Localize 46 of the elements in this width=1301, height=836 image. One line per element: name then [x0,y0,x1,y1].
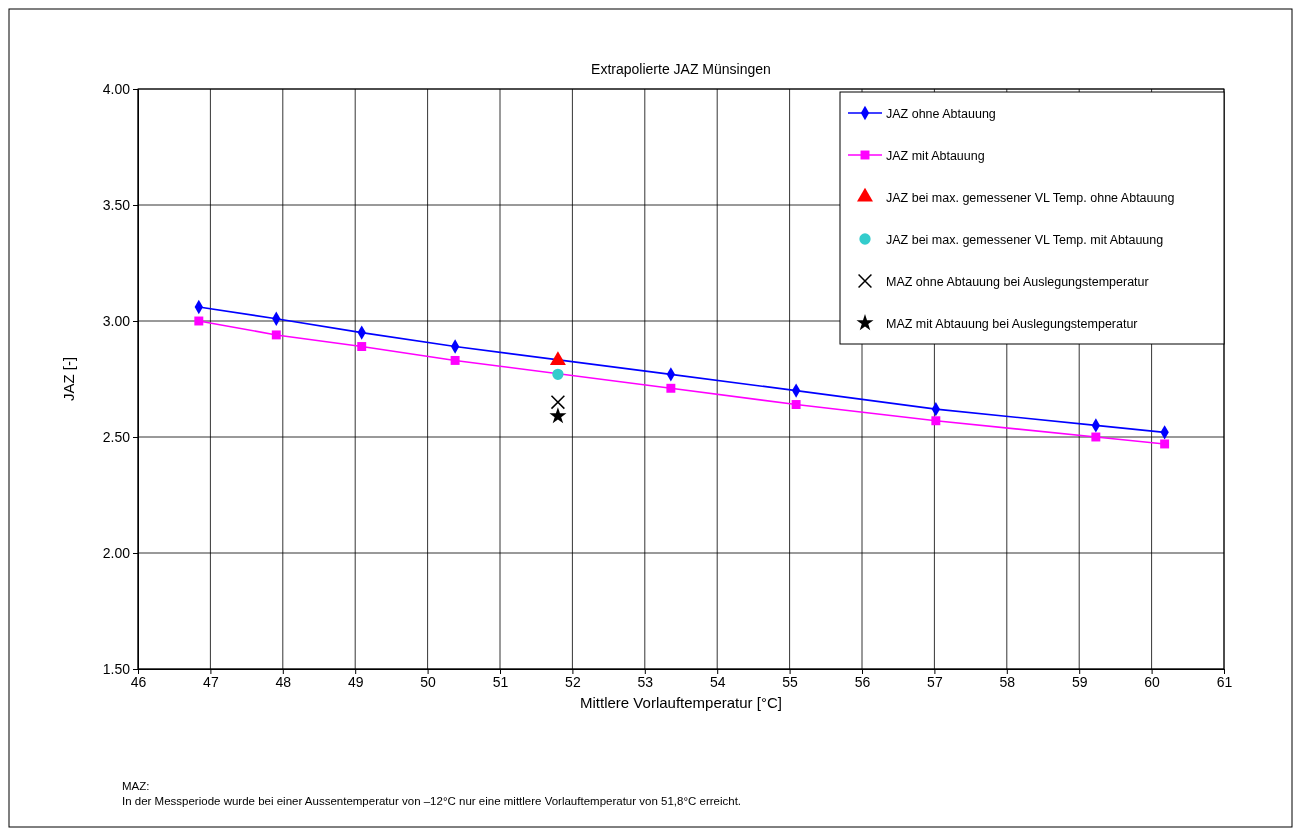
y-tick-label: 2.00 [102,544,131,561]
y-axis-title: JAZ [-] [60,356,77,402]
point [357,342,367,351]
legend-label: JAZ bei max. gemessener VL Temp. ohne Abtauung [886,191,1175,205]
x-tick-label: 56 [854,673,871,690]
y-tick-label: 3.50 [102,196,131,213]
point [552,368,564,380]
legend-label: JAZ ohne Abtauung [886,107,996,121]
legend-label: JAZ bei max. gemessener VL Temp. mit Abtauung [886,233,1164,247]
point [450,355,460,365]
x-tick-label: 55 [782,673,799,690]
x-tick-label: 48 [275,673,292,690]
y-tick-label: 4.00 [102,80,131,97]
x-tick-label: 49 [347,673,364,690]
point [271,330,281,340]
x-tick-label: 59 [1071,673,1088,690]
x-tick-label: 51 [492,673,509,690]
point [931,416,941,426]
x-axis-title: Mittlere Vorlauftemperatur [°C] [580,694,782,711]
point [550,395,566,410]
point [549,407,567,424]
text: MAZ: [122,780,150,792]
x-tick-label: 52 [565,673,581,690]
legend-label: JAZ mit Abtauung [886,149,985,163]
x-tick-label: 47 [203,673,219,690]
legend-label: MAZ ohne Abtauung bei Auslegungstemperatur [886,275,1149,289]
y-tick-label: 3.00 [102,312,131,329]
x-tick-label: 61 [1216,673,1233,690]
point [1160,439,1170,449]
point [1091,432,1101,442]
y-tick-label: 1.50 [102,660,131,677]
x-tick-label: 54 [709,673,726,690]
point [194,316,204,326]
point [791,400,801,409]
y-tick-label: 2.50 [102,428,131,445]
point [549,351,566,366]
point [666,383,676,393]
x-tick-label: 53 [637,673,654,690]
x-tick-label: 46 [130,673,147,690]
x-tick-label: 58 [999,673,1016,690]
legend-label: MAZ mit Abtauung bei Auslegungstemperatur [886,317,1138,331]
x-tick-label: 60 [1144,673,1161,690]
text: In der Messperiode wurde bei einer Aussentemperatur von –12°C nur eine mittlere Vorlauftemperatur von 51,8°C erreicht. [122,795,742,807]
x-tick-label: 57 [927,673,943,690]
chart-title: Extrapolierte JAZ Münsingen [591,61,771,77]
x-tick-label: 50 [420,673,437,690]
